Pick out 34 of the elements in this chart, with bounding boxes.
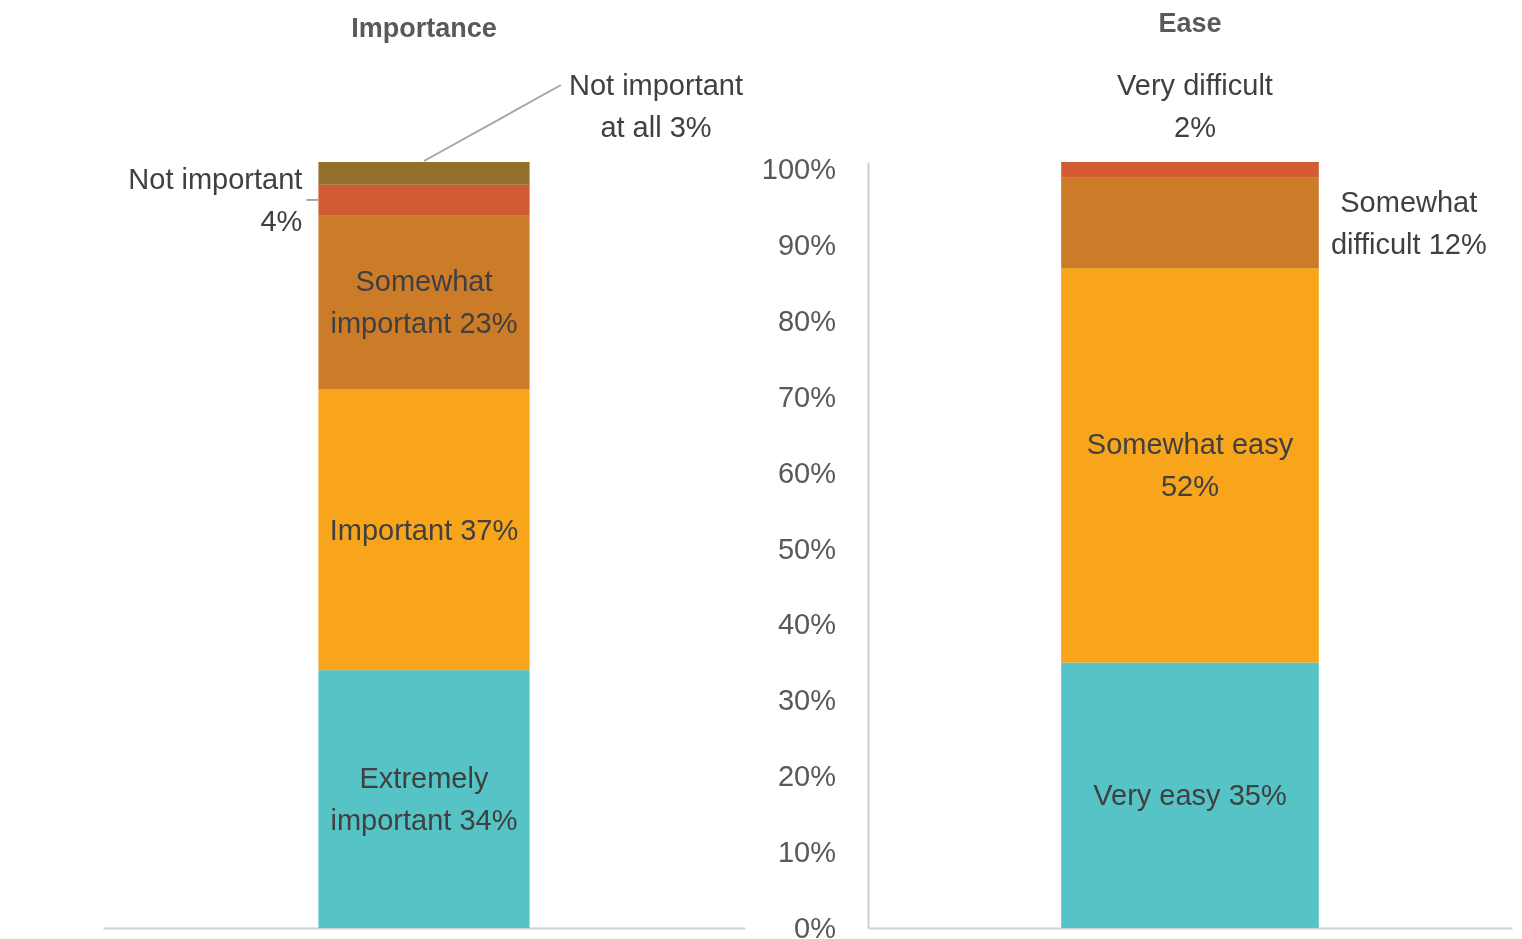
bar	[1061, 177, 1319, 269]
text: Extremely important 34%	[330, 762, 518, 837]
y-tick-label: 100%	[761, 153, 836, 186]
series-label: Not important	[128, 162, 303, 195]
y-tick-label: 10%	[777, 835, 836, 868]
y-tick-label: 90%	[777, 229, 836, 262]
data-label: 2%	[1174, 111, 1216, 143]
bar	[318, 389, 530, 671]
y-tick-label: 20%	[777, 760, 836, 793]
data-label: 4%	[260, 204, 303, 237]
y-tick-label: 30%	[777, 684, 836, 717]
text: Somewhat difficult 12%	[1330, 185, 1487, 260]
y-tick-label: 80%	[777, 305, 836, 338]
bar	[1061, 162, 1319, 178]
data-label: 52%	[1160, 470, 1220, 503]
y-tick-label: 40%	[777, 608, 836, 641]
bar	[318, 184, 530, 216]
chart-title: Ease	[1158, 8, 1222, 38]
bar	[318, 162, 530, 185]
text: Somewhat important 23%	[330, 265, 518, 340]
y-tick-label: 0%	[794, 911, 836, 939]
bar	[318, 215, 530, 390]
text: Not important at all 3%	[568, 69, 744, 143]
chart-title: Importance	[351, 13, 497, 43]
text: Very difficult	[1117, 69, 1273, 101]
series-label: Somewhat easy	[1086, 428, 1294, 461]
bar	[1061, 662, 1319, 928]
bar	[318, 670, 530, 928]
text: Important 37%	[329, 513, 519, 546]
y-tick-label: 60%	[777, 456, 836, 489]
y-tick-label: 70%	[777, 380, 836, 413]
bar	[1061, 268, 1319, 663]
y-tick-label: 50%	[777, 532, 836, 565]
text: Very easy 35%	[1093, 779, 1287, 812]
